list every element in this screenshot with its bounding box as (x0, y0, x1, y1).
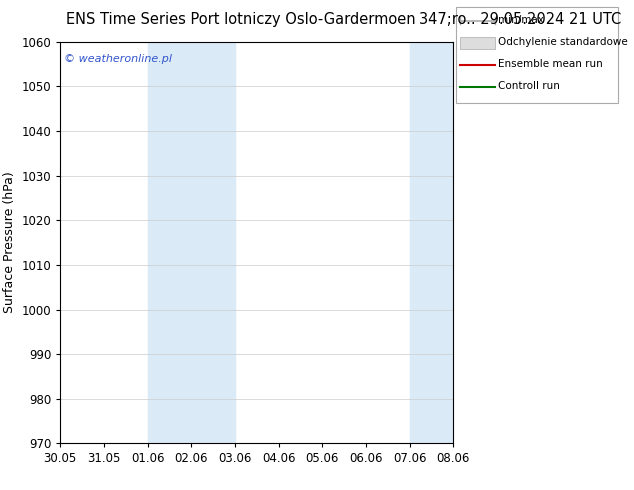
Text: © weatheronline.pl: © weatheronline.pl (64, 54, 172, 64)
Text: 347;ro.. 29.05.2024 21 UTC: 347;ro.. 29.05.2024 21 UTC (419, 12, 621, 27)
Y-axis label: Surface Pressure (hPa): Surface Pressure (hPa) (3, 172, 16, 314)
Bar (410, 42, 453, 443)
Text: min/max: min/max (498, 15, 543, 24)
Text: Controll run: Controll run (498, 81, 560, 91)
Text: Odchylenie standardowe: Odchylenie standardowe (498, 37, 628, 47)
Text: Ensemble mean run: Ensemble mean run (498, 59, 602, 69)
Text: ENS Time Series Port lotniczy Oslo-Gardermoen: ENS Time Series Port lotniczy Oslo-Garde… (66, 12, 416, 27)
Bar (148, 42, 235, 443)
